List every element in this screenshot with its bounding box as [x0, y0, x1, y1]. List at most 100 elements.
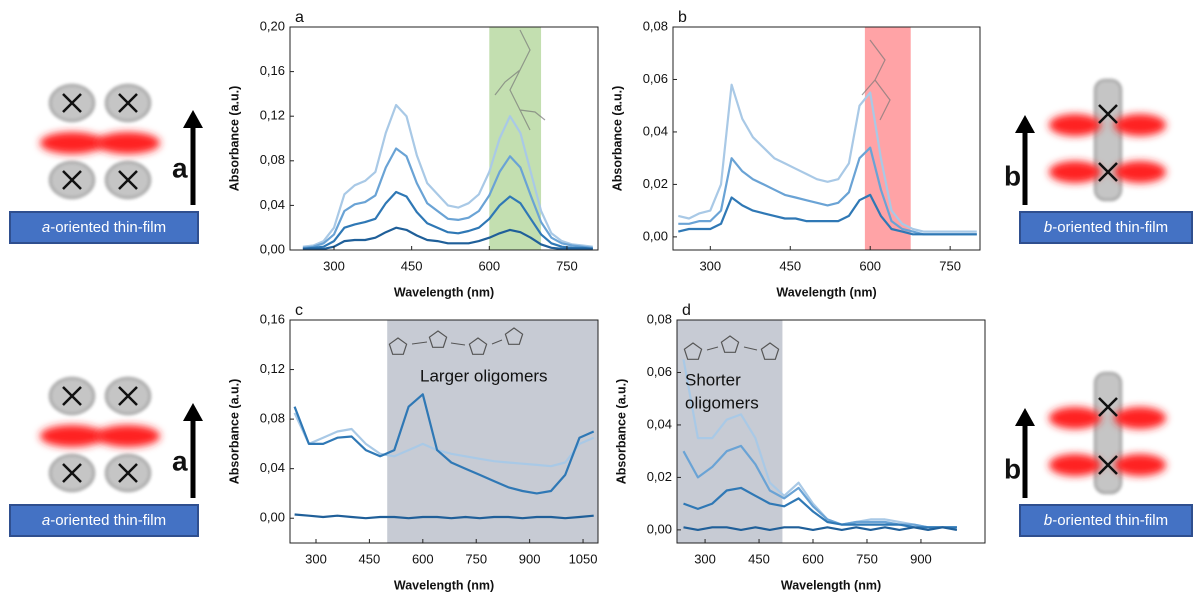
y-tick-label: 0,20 — [260, 18, 285, 33]
arrow-head — [183, 403, 203, 421]
y-tick-label: 0,00 — [643, 228, 668, 243]
y-tick-label: 0,06 — [643, 71, 668, 86]
x-tick-label: 300 — [323, 258, 345, 273]
spectrum-line — [294, 513, 594, 520]
chain-glow — [96, 132, 160, 154]
panel-label: d — [682, 302, 691, 319]
y-tick-label: 0,16 — [260, 63, 285, 78]
x-tick-label: 600 — [859, 258, 881, 273]
x-axis-title: Wavelength (nm) — [394, 578, 494, 592]
thiophene-ring — [683, 342, 703, 360]
panel-label: a — [295, 9, 304, 26]
y-tick-label: 0,04 — [647, 416, 672, 431]
y-axis-title: Absorbance (a.u.) — [227, 379, 241, 485]
molecule-sketch — [494, 29, 546, 131]
orientation-letter: a — [172, 445, 188, 476]
thiophene-ring — [428, 330, 448, 348]
chain-glow — [96, 425, 160, 447]
film-label-axis: b — [1044, 219, 1052, 236]
x-tick-label: 900 — [519, 551, 541, 566]
highlight-band — [387, 320, 598, 543]
film-label-box — [9, 211, 199, 244]
molecule-sketch — [411, 339, 758, 351]
highlight-band — [489, 27, 542, 250]
molecule-column — [1094, 372, 1122, 494]
x-tick-label: 450 — [401, 258, 423, 273]
molecule-cross — [118, 93, 138, 113]
molecule-cross — [62, 463, 82, 483]
y-tick-label: 0,00 — [260, 241, 285, 256]
orientation-illustration: aa-oriented thin-film — [9, 84, 203, 244]
y-axis-title: Absorbance (a.u.) — [610, 86, 624, 192]
x-tick-label: 300 — [305, 551, 327, 566]
orientation-letter: b — [1004, 453, 1021, 484]
y-tick-label: 0,08 — [647, 311, 672, 326]
chain-glow — [1049, 114, 1101, 136]
plot-frame — [289, 26, 599, 251]
thiophene-ring — [388, 337, 408, 355]
molecule-column — [1094, 79, 1122, 201]
plot-frame — [676, 319, 986, 544]
x-tick-label: 600 — [802, 551, 824, 566]
film-label-box — [1019, 211, 1193, 244]
y-tick-label: 0,08 — [260, 152, 285, 167]
film-label-axis: b — [1044, 512, 1052, 529]
orientation-illustration: bb-oriented thin-film — [1004, 79, 1193, 244]
film-label-box — [9, 504, 199, 537]
chain-glow — [1049, 407, 1101, 429]
x-tick-label: 600 — [412, 551, 434, 566]
molecule-cross — [1098, 162, 1118, 182]
x-tick-label: 450 — [779, 258, 801, 273]
x-axis-title: Wavelength (nm) — [776, 285, 876, 299]
spectrum-line — [683, 526, 958, 531]
spectrum-line — [302, 226, 593, 250]
orientation-letter: b — [1004, 160, 1021, 191]
chain-glow — [1114, 114, 1166, 136]
chain-glow — [1049, 454, 1101, 476]
x-tick-label: 900 — [910, 551, 932, 566]
film-label: a-oriented thin-film — [42, 512, 166, 529]
chain-glow — [40, 132, 104, 154]
film-label-text: -oriented thin-film — [1052, 219, 1168, 236]
molecule-cross — [62, 170, 82, 190]
y-tick-label: 0,08 — [643, 18, 668, 33]
chain-glow — [1049, 161, 1101, 183]
film-label: b-oriented thin-film — [1044, 512, 1168, 529]
x-tick-label: 300 — [699, 258, 721, 273]
film-label-text: -oriented thin-film — [50, 512, 166, 529]
film-label-axis: a — [42, 219, 50, 236]
molecule-cross — [62, 386, 82, 406]
annotation: Shorter — [685, 370, 741, 389]
annotation: oligomers — [685, 393, 759, 412]
y-tick-label: 0,08 — [260, 411, 285, 426]
x-tick-label: 450 — [359, 551, 381, 566]
x-tick-label: 750 — [465, 551, 487, 566]
x-tick-label: 450 — [748, 551, 770, 566]
annotation: Larger oligomers — [420, 366, 548, 385]
thiophene-ring — [504, 327, 524, 345]
molecule-cross — [1098, 397, 1118, 417]
molecule-cross — [1098, 455, 1118, 475]
arrow-head — [183, 110, 203, 128]
y-tick-label: 0,02 — [643, 176, 668, 191]
orientation-letter: a — [172, 152, 188, 183]
thiophene-ring — [468, 337, 488, 355]
x-tick-label: 600 — [478, 258, 500, 273]
spectrum-line — [293, 412, 595, 468]
y-tick-label: 0,00 — [647, 521, 672, 536]
molecule-cross — [118, 463, 138, 483]
orientation-illustration: bb-oriented thin-film — [1004, 372, 1193, 537]
thiophene-ring — [720, 335, 740, 353]
x-tick-label: 750 — [856, 551, 878, 566]
spectrum-line — [302, 103, 593, 248]
y-axis-title: Absorbance (a.u.) — [614, 379, 628, 485]
spectrum-line — [678, 193, 977, 236]
highlight-band — [864, 27, 911, 250]
y-tick-label: 0,04 — [643, 123, 668, 138]
molecule-cross — [118, 386, 138, 406]
x-tick-label: 1050 — [569, 551, 598, 566]
film-label-text: -oriented thin-film — [1052, 512, 1168, 529]
plot-frame — [672, 26, 981, 251]
x-axis-title: Wavelength (nm) — [394, 285, 494, 299]
arrow-head — [1015, 408, 1035, 426]
